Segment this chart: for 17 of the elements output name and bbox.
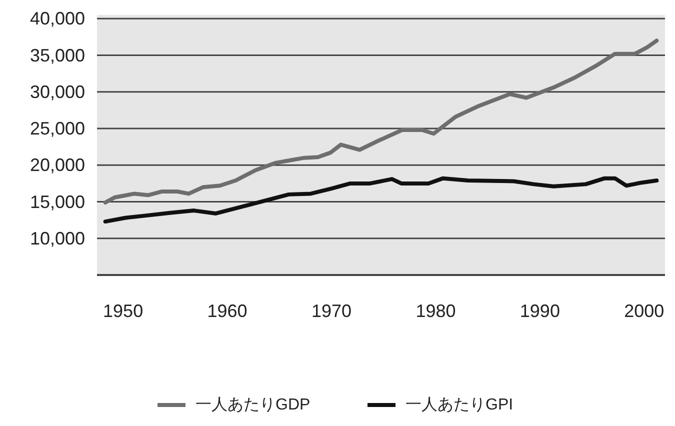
x-tick-label: 1990 bbox=[520, 301, 560, 321]
x-tick-label: 1980 bbox=[416, 301, 456, 321]
y-tick-label: 10,000 bbox=[30, 228, 85, 248]
y-tick-label: 15,000 bbox=[30, 192, 85, 212]
x-tick-label: 1970 bbox=[311, 301, 352, 321]
line-series bbox=[103, 38, 659, 204]
x-tick-label: 1960 bbox=[207, 301, 248, 321]
y-tick-label: 40,000 bbox=[30, 8, 85, 29]
y-tick-label: 30,000 bbox=[30, 82, 85, 102]
x-tick-label: 1950 bbox=[103, 301, 144, 321]
y-tick-label: 20,000 bbox=[30, 155, 85, 176]
legend-label: 一人あたりGDP bbox=[196, 396, 310, 414]
y-tick-label: 25,000 bbox=[30, 118, 85, 139]
legend-label: 一人あたりGPI bbox=[406, 396, 514, 414]
line-series bbox=[103, 176, 659, 224]
y-tick-label: 35,000 bbox=[30, 45, 85, 66]
x-tick-label: 2000 bbox=[624, 301, 664, 321]
